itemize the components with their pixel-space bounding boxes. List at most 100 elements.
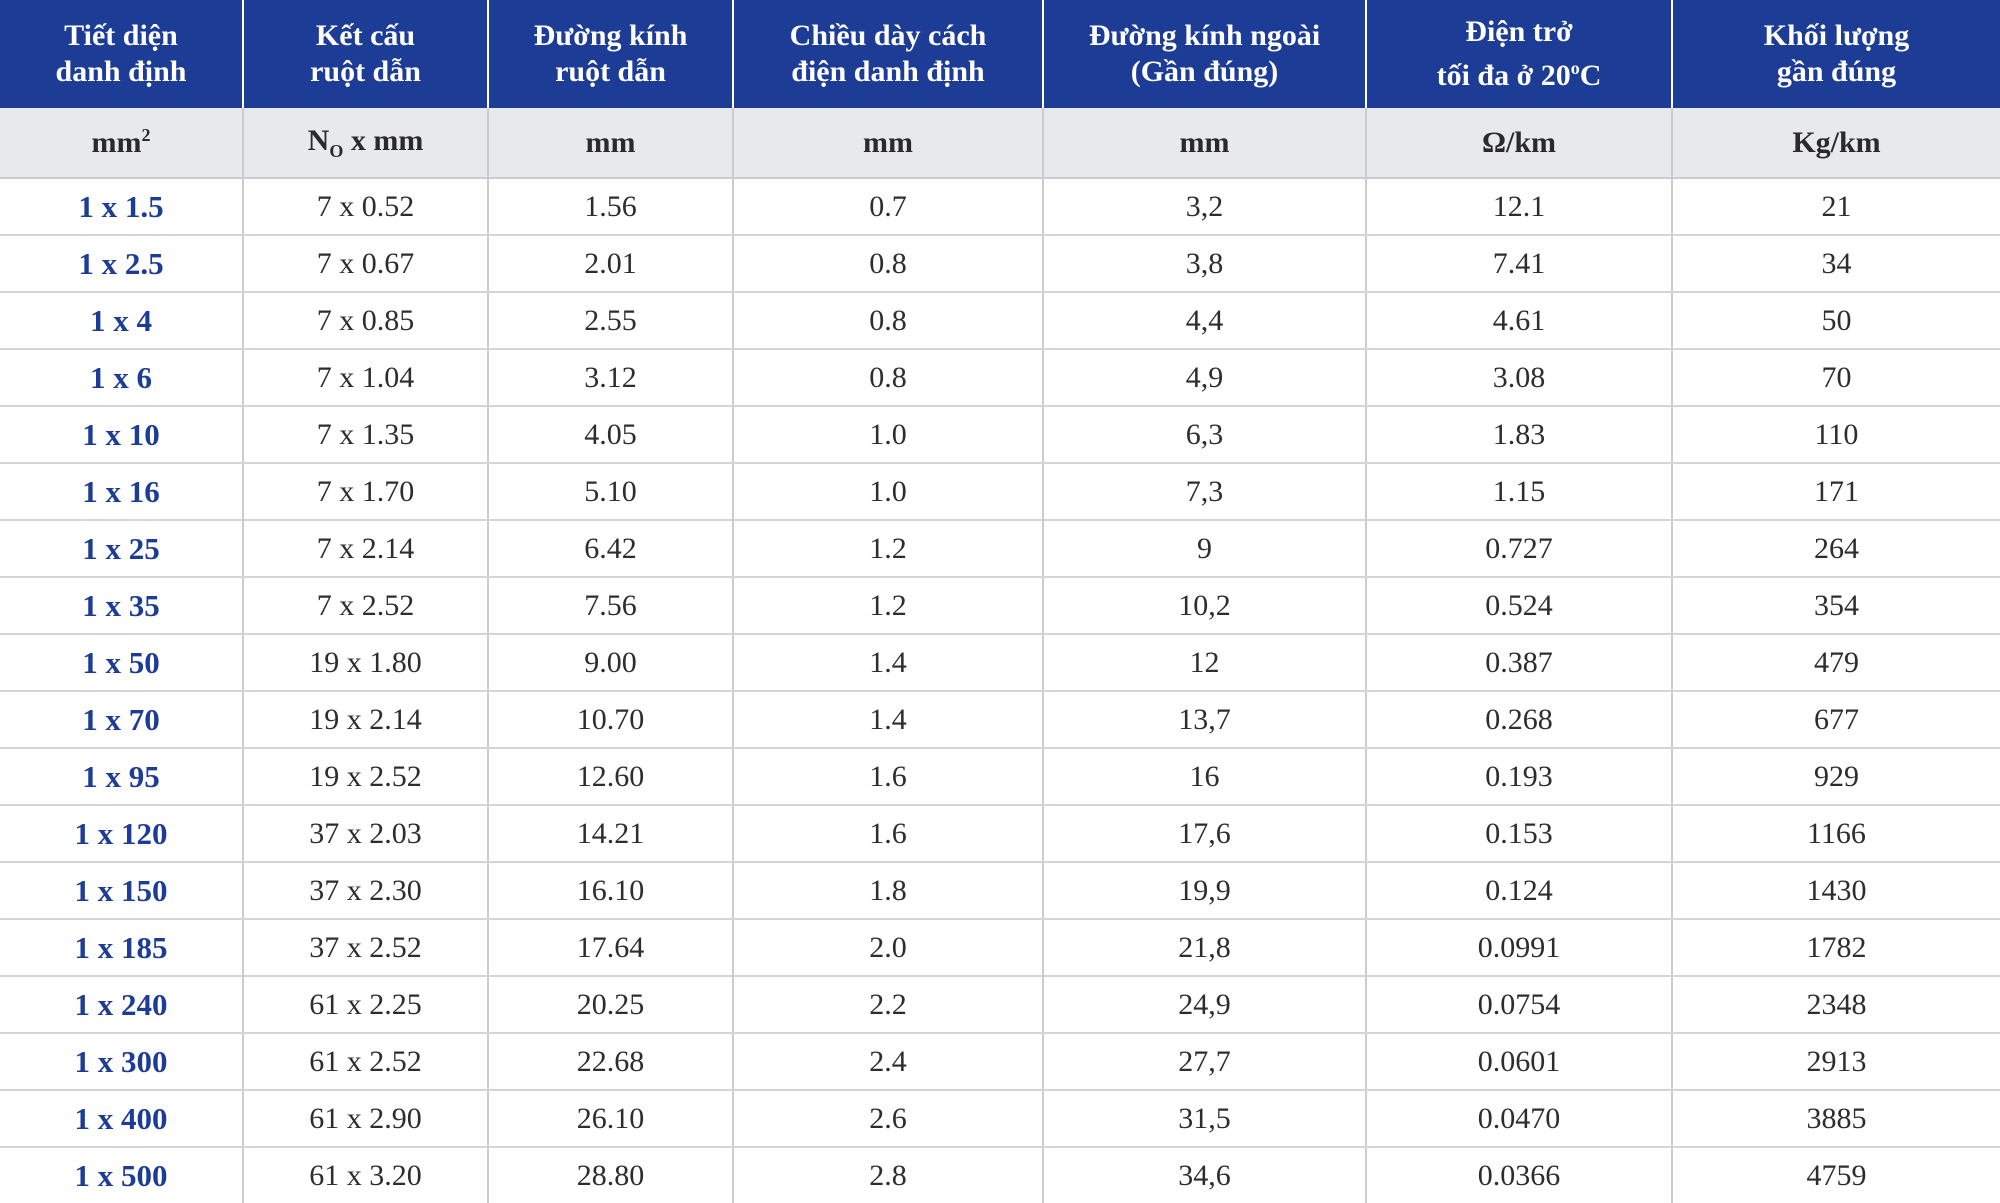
cell-size: 1 x 2.5 (0, 235, 244, 293)
cell-conductor-diameter: 20.25 (488, 976, 734, 1034)
cell-size: 1 x 6 (0, 349, 244, 407)
unit-resistance: Ω/km (1366, 108, 1673, 179)
cell-conductor-diameter: 1.56 (488, 178, 734, 236)
cell-weight: 2913 (1672, 1033, 2000, 1091)
unit-row: mm2 NO x mm mm mm mm Ω/km Kg/km (0, 108, 2000, 179)
table-row: 1 x 300 61 x 2.52 22.68 2.4 27,7 0.0601 2913 (0, 1033, 2000, 1091)
cell-weight: 21 (1672, 178, 2000, 236)
cell-weight: 171 (1672, 463, 2000, 521)
cell-resistance: 3.08 (1366, 349, 1673, 407)
cell-resistance: 0.387 (1366, 634, 1673, 692)
cell-resistance: 0.268 (1366, 691, 1673, 749)
cell-size: 1 x 150 (0, 862, 244, 920)
cell-size: 1 x 1.5 (0, 178, 244, 236)
table-row: 1 x 35 7 x 2.52 7.56 1.2 10,2 0.524 354 (0, 577, 2000, 635)
cell-resistance: 12.1 (1366, 178, 1673, 236)
header-approx-weight: Khối lượng gần đúng (1672, 0, 2000, 108)
cell-weight: 1166 (1672, 805, 2000, 863)
cell-insulation: 2.6 (733, 1090, 1044, 1148)
cell-size: 1 x 240 (0, 976, 244, 1034)
cell-insulation: 2.0 (733, 919, 1044, 977)
cell-outer-diameter: 4,4 (1043, 292, 1367, 350)
cell-size: 1 x 4 (0, 292, 244, 350)
cell-size: 1 x 25 (0, 520, 244, 578)
cell-outer-diameter: 7,3 (1043, 463, 1367, 521)
cell-conductor-diameter: 10.70 (488, 691, 734, 749)
cell-outer-diameter: 6,3 (1043, 406, 1367, 464)
cell-conductor-diameter: 2.55 (488, 292, 734, 350)
table-row: 1 x 240 61 x 2.25 20.25 2.2 24,9 0.0754 2348 (0, 976, 2000, 1034)
cell-resistance: 0.524 (1366, 577, 1673, 635)
cell-resistance: 0.0470 (1366, 1090, 1673, 1148)
cell-resistance: 0.727 (1366, 520, 1673, 578)
cell-outer-diameter: 13,7 (1043, 691, 1367, 749)
header-conductor-structure: Kết cấu ruột dẫn (243, 0, 489, 108)
cell-structure: 19 x 2.14 (243, 691, 489, 749)
cell-conductor-diameter: 2.01 (488, 235, 734, 293)
cell-size: 1 x 50 (0, 634, 244, 692)
cell-structure: 7 x 1.70 (243, 463, 489, 521)
cell-size: 1 x 16 (0, 463, 244, 521)
cell-resistance: 0.0754 (1366, 976, 1673, 1034)
cell-weight: 479 (1672, 634, 2000, 692)
cell-structure: 7 x 0.85 (243, 292, 489, 350)
cell-outer-diameter: 12 (1043, 634, 1367, 692)
cell-outer-diameter: 9 (1043, 520, 1367, 578)
cell-weight: 1782 (1672, 919, 2000, 977)
cell-conductor-diameter: 6.42 (488, 520, 734, 578)
cell-structure: 37 x 2.30 (243, 862, 489, 920)
cell-outer-diameter: 19,9 (1043, 862, 1367, 920)
cell-insulation: 1.8 (733, 862, 1044, 920)
cell-structure: 61 x 2.25 (243, 976, 489, 1034)
cell-weight: 4759 (1806, 1158, 1867, 1192)
table-row: 1 x 2.5 7 x 0.67 2.01 0.8 3,8 7.41 34 (0, 235, 2000, 293)
cell-structure: 7 x 0.67 (243, 235, 489, 293)
cell-resistance: 0.0991 (1366, 919, 1673, 977)
cell-insulation: 0.8 (733, 349, 1044, 407)
cell-outer-diameter: 16 (1043, 748, 1367, 806)
cell-conductor-diameter: 4.05 (488, 406, 734, 464)
cell-structure: 19 x 1.80 (243, 634, 489, 692)
table-row: 1 x 500 61 x 3.20 28.80 2.8 34,6 0.0366 4759 (0, 1147, 2000, 1203)
cell-insulation: 2.8 (733, 1147, 1044, 1203)
header-nominal-section: Tiết diện danh định (0, 0, 244, 108)
table-body: 1 x 1.5 7 x 0.52 1.56 0.7 3,2 12.1 21 1 x 2.5 7 … (0, 178, 2000, 1203)
table-row: 1 x 25 7 x 2.14 6.42 1.2 9 0.727 264 (0, 520, 2000, 578)
table-row: 1 x 10 7 x 1.35 4.05 1.0 6,3 1.83 110 (0, 406, 2000, 464)
cell-structure: 7 x 2.52 (243, 577, 489, 635)
cell-conductor-diameter: 14.21 (488, 805, 734, 863)
header-insulation-thickness: Chiều dày cách điện danh định (733, 0, 1044, 108)
header-max-resistance: Điện trở tối đa ở 20oC (1366, 0, 1673, 108)
header-row: Tiết diện danh định Kết cấu ruột dẫn Đường… (0, 0, 2000, 108)
table-row: 1 x 70 19 x 2.14 10.70 1.4 13,7 0.268 677 (0, 691, 2000, 749)
cell-insulation: 1.0 (733, 463, 1044, 521)
cell-insulation: 2.2 (733, 976, 1044, 1034)
cell-weight: 70 (1672, 349, 2000, 407)
cell-resistance: 4.61 (1366, 292, 1673, 350)
table-row: 1 x 16 7 x 1.70 5.10 1.0 7,3 1.15 171 (0, 463, 2000, 521)
unit-weight: Kg/km (1672, 108, 2000, 179)
cell-weight: 677 (1672, 691, 2000, 749)
cell-insulation: 0.7 (733, 178, 1044, 236)
cell-weight: 3885 (1672, 1090, 2000, 1148)
cell-resistance: 0.124 (1366, 862, 1673, 920)
cell-structure: 61 x 2.52 (243, 1033, 489, 1091)
table-row: 1 x 185 37 x 2.52 17.64 2.0 21,8 0.0991 1782 (0, 919, 2000, 977)
cell-insulation: 2.4 (733, 1033, 1044, 1091)
cell-outer-diameter: 4,9 (1043, 349, 1367, 407)
unit-outer-diameter: mm (1043, 108, 1367, 179)
cell-size: 1 x 35 (0, 577, 244, 635)
cell-resistance: 0.153 (1366, 805, 1673, 863)
cell-conductor-diameter: 22.68 (488, 1033, 734, 1091)
cell-insulation: 0.8 (733, 292, 1044, 350)
cell-resistance: 1.15 (1366, 463, 1673, 521)
cell-size: 1 x 300 (0, 1033, 244, 1091)
table-row: 1 x 1.5 7 x 0.52 1.56 0.7 3,2 12.1 21 (0, 178, 2000, 236)
cell-outer-diameter: 3,8 (1043, 235, 1367, 293)
cell-weight: 2348 (1672, 976, 2000, 1034)
cell-weight: 50 (1672, 292, 2000, 350)
cell-size: 1 x 400 (0, 1090, 244, 1148)
cell-conductor-diameter: 9.00 (488, 634, 734, 692)
